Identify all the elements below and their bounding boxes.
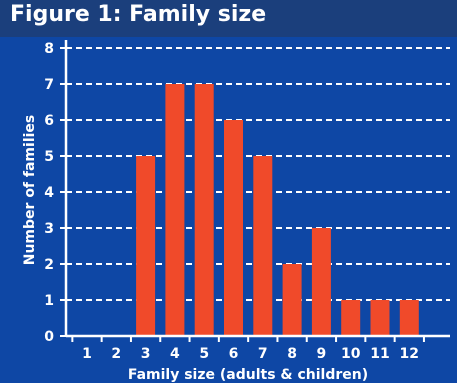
header-band: Figure 1: Family size bbox=[0, 0, 457, 37]
y-tick-label: 8 bbox=[44, 41, 54, 57]
x-tick-label: 4 bbox=[170, 346, 180, 362]
bar bbox=[311, 228, 331, 336]
y-tick-label: 6 bbox=[44, 113, 54, 129]
x-tick-label: 3 bbox=[141, 346, 151, 362]
bars bbox=[136, 84, 419, 336]
bar bbox=[253, 156, 273, 336]
bar bbox=[341, 300, 361, 336]
x-tick-label: 1 bbox=[82, 346, 92, 362]
y-tick-label: 3 bbox=[44, 221, 54, 237]
bar bbox=[282, 264, 302, 336]
bar bbox=[136, 156, 156, 336]
y-tick-label: 0 bbox=[44, 329, 54, 345]
axes bbox=[60, 40, 450, 342]
chart-header-title: Figure 1: Family size bbox=[10, 2, 267, 27]
x-tick-label: 10 bbox=[341, 346, 361, 362]
y-tick-label: 4 bbox=[44, 185, 54, 201]
x-axis-title: Family size (adults & children) bbox=[128, 367, 368, 383]
y-axis-title: Number of families bbox=[22, 115, 38, 266]
y-tick-label: 5 bbox=[44, 149, 54, 165]
y-tick-label: 2 bbox=[44, 257, 54, 273]
bar bbox=[224, 120, 243, 336]
y-tick-label: 1 bbox=[44, 293, 54, 309]
x-tick-labels: 1 2 3 4 5 6 7 8 9 10 11 12 bbox=[82, 346, 419, 362]
x-tick-label: 8 bbox=[287, 346, 297, 362]
bar bbox=[165, 84, 185, 336]
bar bbox=[399, 300, 419, 336]
y-tick-labels: 0 1 2 3 4 5 6 7 8 bbox=[44, 41, 54, 345]
bar bbox=[194, 84, 214, 336]
x-tick-label: 7 bbox=[258, 346, 268, 362]
x-tick-label: 12 bbox=[400, 346, 419, 362]
y-tick-label: 7 bbox=[44, 77, 54, 93]
x-tick-label: 2 bbox=[111, 346, 121, 362]
x-tick-label: 6 bbox=[229, 346, 239, 362]
x-tick-label: 5 bbox=[199, 346, 209, 362]
bar bbox=[370, 300, 390, 336]
x-tick-label: 9 bbox=[317, 346, 327, 362]
x-tick-label: 11 bbox=[370, 346, 389, 362]
